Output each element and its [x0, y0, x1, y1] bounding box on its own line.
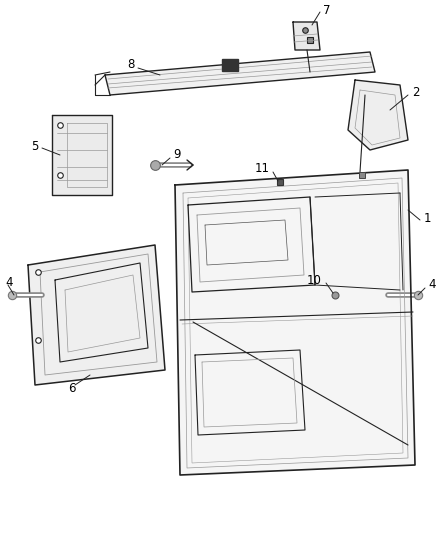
Text: 10: 10 [307, 273, 322, 287]
Text: 1: 1 [424, 212, 431, 224]
Text: 8: 8 [127, 59, 135, 71]
Text: 4: 4 [428, 279, 435, 292]
Text: 9: 9 [173, 149, 180, 161]
Polygon shape [293, 22, 320, 50]
Polygon shape [28, 245, 165, 385]
Text: 11: 11 [255, 161, 270, 174]
Polygon shape [105, 52, 375, 95]
Text: 6: 6 [68, 382, 76, 394]
Text: 2: 2 [412, 86, 420, 100]
Polygon shape [348, 80, 408, 150]
Text: 5: 5 [31, 140, 38, 152]
Text: 7: 7 [323, 4, 331, 17]
Text: 4: 4 [5, 276, 13, 288]
Bar [222, 59, 238, 71]
Polygon shape [52, 115, 112, 195]
Polygon shape [175, 170, 415, 475]
